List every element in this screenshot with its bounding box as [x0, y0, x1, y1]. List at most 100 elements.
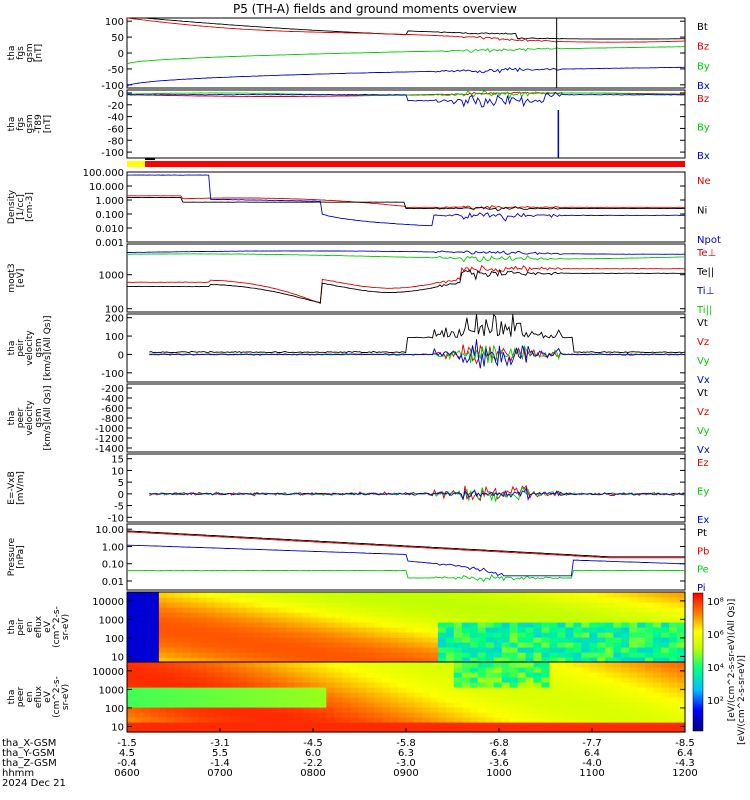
- heatmap-cell: [334, 657, 343, 663]
- heatmap-cell: [318, 687, 327, 693]
- heatmap-cell: [270, 597, 280, 603]
- heatmap-cell: [453, 722, 463, 728]
- heatmap-cell: [501, 612, 511, 618]
- heatmap-cell: [302, 712, 311, 718]
- y-axis-label: [eV]: [16, 269, 26, 288]
- heatmap-cell: [174, 632, 184, 638]
- heatmap-cell: [390, 702, 399, 708]
- heatmap-cell: [390, 667, 399, 673]
- heatmap-cell: [135, 597, 144, 603]
- heatmap-cell: [334, 612, 343, 618]
- heatmap-cell: [262, 682, 272, 688]
- heatmap-cell: [158, 692, 168, 698]
- heatmap-cell: [358, 702, 367, 708]
- heatmap-cell: [429, 672, 439, 678]
- heatmap-cell: [382, 652, 391, 658]
- heatmap-cell: [429, 682, 439, 688]
- heatmap-cell: [350, 657, 359, 663]
- heatmap-cell: [270, 637, 280, 643]
- heatmap-cell: [222, 602, 232, 608]
- heatmap-cell: [198, 647, 208, 653]
- heatmap-cell: [350, 702, 359, 708]
- heatmap-cell: [142, 627, 152, 633]
- heatmap-cell: [374, 662, 383, 668]
- heatmap-cell: [541, 687, 551, 693]
- heatmap-cell: [382, 597, 391, 603]
- heatmap-cell: [597, 597, 606, 603]
- heatmap-cell: [525, 607, 535, 613]
- heatmap-cell: [222, 667, 232, 673]
- heatmap-cell: [533, 677, 543, 683]
- heatmap-cell: [342, 627, 351, 633]
- heatmap-cell: [613, 607, 622, 613]
- heatmap-cell: [127, 657, 136, 663]
- heatmap-cell: [581, 682, 590, 688]
- heatmap-cell: [461, 692, 471, 698]
- heatmap-cell: [198, 607, 208, 613]
- heatmap-cell: [501, 697, 511, 703]
- heatmap-cell: [621, 612, 630, 618]
- heatmap-cell: [677, 712, 686, 718]
- heatmap-cell: [334, 632, 343, 638]
- heatmap-cell: [525, 697, 535, 703]
- heatmap-cell: [406, 637, 415, 643]
- heatmap-cell: [629, 657, 638, 663]
- heatmap-cell: [262, 702, 272, 708]
- heatmap-cell: [661, 597, 670, 603]
- heatmap-cell: [573, 712, 582, 718]
- y-tick-label: 50: [111, 33, 124, 44]
- heatmap-cell: [398, 712, 407, 718]
- heatmap-cell: [501, 677, 511, 683]
- heatmap-cell: [135, 722, 144, 728]
- y-axis-label: E=-VxB: [7, 471, 17, 505]
- heatmap-cell: [406, 682, 415, 688]
- heatmap-cell: [166, 647, 176, 653]
- heatmap-cell: [669, 717, 678, 723]
- heatmap-cell: [485, 702, 495, 708]
- heatmap-cell: [326, 722, 335, 728]
- heatmap-cell: [406, 662, 415, 668]
- heatmap-cell: [589, 667, 598, 673]
- heatmap-cell: [509, 652, 519, 658]
- heatmap-cell: [398, 607, 407, 613]
- heatmap-cell: [429, 687, 439, 693]
- heatmap-cell: [214, 602, 224, 608]
- heatmap-cell: [350, 632, 359, 638]
- heatmap-cell: [493, 662, 503, 668]
- heatmap-cell: [477, 612, 487, 618]
- heatmap-cell: [597, 607, 606, 613]
- heatmap-cell: [581, 717, 590, 723]
- heatmap-cell: [334, 722, 343, 728]
- heatmap-cell: [254, 647, 264, 653]
- heatmap-cell: [318, 637, 327, 643]
- y-axis-label: tha: [7, 620, 17, 635]
- heatmap-cell: [230, 642, 240, 648]
- heatmap-cell: [629, 592, 638, 598]
- heatmap-cell: [621, 637, 630, 643]
- heatmap-cell: [485, 677, 495, 683]
- heatmap-cell: [661, 702, 670, 708]
- heatmap-cell: [166, 702, 176, 708]
- heatmap-cell: [214, 632, 224, 638]
- heatmap-cell: [477, 652, 487, 658]
- x-tick-label: -5.8: [396, 738, 416, 749]
- heatmap-cell: [238, 612, 248, 618]
- heatmap-cell: [190, 692, 200, 698]
- heatmap-cell: [358, 662, 367, 668]
- mode-bar-start: [127, 161, 145, 167]
- heatmap-cell: [421, 712, 431, 718]
- heatmap-cell: [246, 622, 256, 628]
- heatmap-cell: [573, 707, 582, 713]
- heatmap-cell: [127, 602, 136, 608]
- heatmap-cell: [581, 592, 590, 598]
- heatmap-cell: [158, 622, 168, 628]
- heatmap-cell: [581, 697, 590, 703]
- heatmap-cell: [613, 657, 622, 663]
- heatmap-cell: [286, 632, 295, 638]
- heatmap-cell: [517, 592, 527, 598]
- heatmap-cell: [174, 592, 184, 598]
- heatmap-cell: [661, 592, 670, 598]
- heatmap-cell: [302, 682, 311, 688]
